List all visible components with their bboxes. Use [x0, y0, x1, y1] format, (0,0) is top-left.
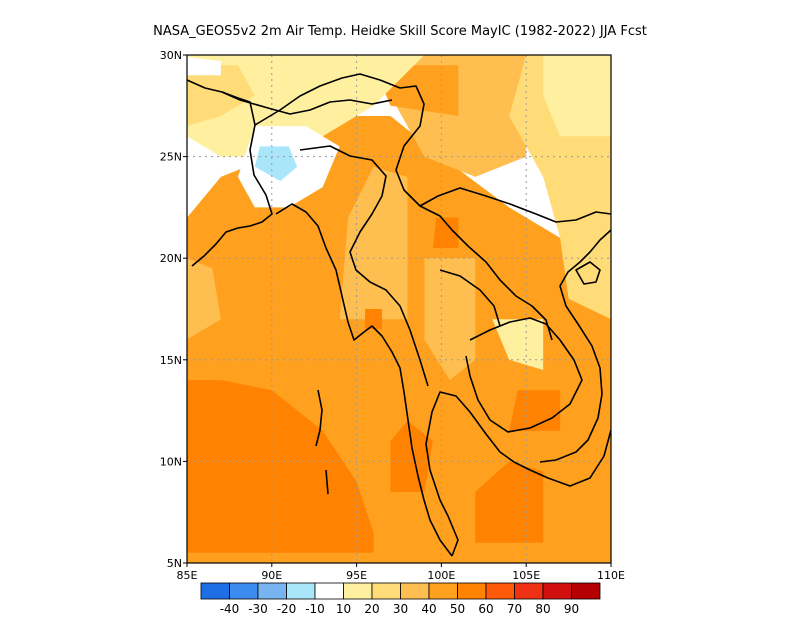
coastline-gulf-thailand	[425, 391, 611, 557]
plot-frame	[186, 54, 612, 564]
colorbar: -40 -30 -20 -10 10 20 30 40 50 60 70 80 90	[200, 582, 601, 616]
border-mainland-2	[299, 145, 429, 387]
x-axis-ticks: 85E 90E 95E 100E 105E 110E	[177, 563, 625, 582]
border-mainland-1	[254, 73, 553, 341]
colorbar-swatch	[229, 582, 259, 600]
colorbar-swatch	[457, 582, 487, 600]
skill-region-18	[432, 217, 459, 248]
island-hainan	[575, 261, 601, 285]
x-tick-label: 90E	[261, 569, 282, 582]
border-himalaya	[221, 91, 393, 115]
colorbar-label: -40	[220, 602, 240, 616]
colorbar-label: 20	[364, 602, 379, 616]
skill-region-19	[365, 309, 382, 330]
y-tick-label: 15N	[160, 354, 182, 367]
islands-andaman	[315, 389, 329, 495]
border-mainland-3	[419, 187, 611, 223]
colorbar-swatch	[257, 582, 287, 600]
map-area	[187, 55, 611, 563]
colorbar-swatch	[343, 582, 373, 600]
border-mainland-4	[465, 317, 583, 433]
colorbar-label: 10	[336, 602, 351, 616]
colorbar-label: 30	[393, 602, 408, 616]
y-tick-label: 25N	[160, 151, 182, 164]
colorbar-swatch	[428, 582, 458, 600]
coastline-bay-east	[275, 203, 453, 557]
skill-region-16	[390, 420, 433, 492]
colorbar-swatch	[200, 582, 230, 600]
x-tick-label: 105E	[512, 569, 540, 582]
border-mainland-5	[439, 269, 501, 327]
skill-region-12	[424, 258, 476, 381]
y-tick-label: 20N	[160, 252, 182, 265]
skill-region-5	[543, 55, 611, 137]
x-tick-label: 100E	[427, 569, 455, 582]
y-tick-label: 10N	[160, 455, 182, 468]
skill-region-6	[492, 319, 544, 370]
x-tick-label: 85E	[177, 569, 198, 582]
colorbar-swatch	[286, 582, 316, 600]
colorbar-swatch	[542, 582, 572, 600]
colorbar-swatch	[514, 582, 544, 600]
colorbar-swatch	[571, 582, 601, 600]
colorbar-label: -10	[305, 602, 325, 616]
skill-region-20	[551, 502, 611, 563]
skill-score-field	[187, 55, 611, 563]
skill-region-10	[254, 146, 298, 181]
y-axis-ticks: 5N 10N 15N 20N 25N 30N	[160, 49, 187, 570]
colorbar-label: -30	[248, 602, 268, 616]
x-tick-label: 95E	[346, 569, 367, 582]
colorbar-label: -20	[277, 602, 297, 616]
gridlines	[187, 55, 611, 563]
colorbar-label: 50	[450, 602, 465, 616]
skill-region-13	[187, 258, 221, 340]
coastline-indochina	[539, 229, 611, 463]
colorbar-swatch	[400, 582, 430, 600]
colorbar-label: 90	[564, 602, 579, 616]
colorbar-swatch	[314, 582, 344, 600]
skill-region-9	[187, 57, 221, 76]
colorbar-label: 60	[478, 602, 493, 616]
y-tick-label: 5N	[167, 557, 182, 570]
x-tick-label: 110E	[597, 569, 625, 582]
skill-region-17	[509, 390, 561, 431]
colorbar-label: 40	[421, 602, 436, 616]
colorbar-swatch	[371, 582, 401, 600]
colorbar-label: 80	[535, 602, 550, 616]
skill-region-11	[339, 166, 408, 320]
map-title: NASA_GEOS5v2 2m Air Temp. Heidke Skill S…	[153, 24, 647, 39]
colorbar-swatch	[485, 582, 515, 600]
y-tick-label: 30N	[160, 49, 182, 62]
skill-region-4	[187, 55, 425, 157]
skill-region-7	[187, 65, 255, 127]
coastlines	[187, 73, 611, 557]
colorbar-label: 70	[507, 602, 522, 616]
skill-region-14	[187, 380, 374, 553]
